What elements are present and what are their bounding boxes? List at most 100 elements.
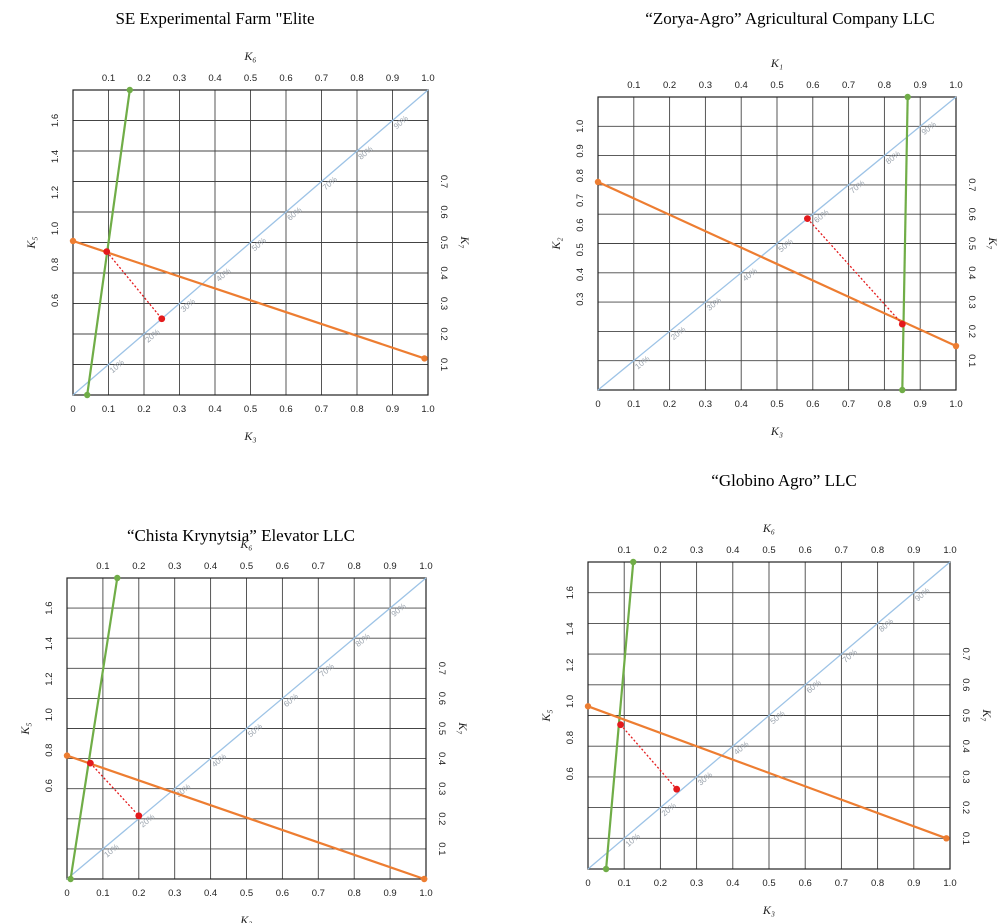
top-tick-label: 0.2 [663,80,676,91]
right-tick-label: 0.4 [436,752,447,765]
top-tick-label: 0.3 [690,545,703,556]
diagonal-percent-label: 20% [660,801,678,818]
orange-series-line [66,754,425,881]
right-tick-label: 0.6 [436,692,447,705]
green-series-endpoint [899,386,906,394]
top-tick-label: 0.6 [806,80,819,91]
x-axis-top-label: K₁ [770,56,783,70]
chart-title: SE Experimental Farm "Elite [115,9,314,28]
bottom-tick-label: 0.1 [102,404,115,415]
diagonal-percent-label: 20% [669,325,687,342]
green-series-endpoint [630,558,637,566]
diagonal-percent-label: 70% [318,662,336,679]
orange-series-endpoint [63,752,71,759]
bottom-tick-label: 0 [595,399,600,410]
right-tick-label: 0.4 [960,740,971,753]
top-tick-label: 0.9 [907,545,920,556]
diagonal-percent-label: 10% [102,842,120,859]
bottom-tick-label: 0.6 [276,888,289,899]
red-point [158,315,166,323]
right-tick-label: 0.2 [436,812,447,825]
diagonal-percent-label: 40% [732,740,750,757]
diagonal-percent-label: 80% [877,617,895,634]
diagonal-percent-label: 50% [768,709,786,726]
top-tick-label: 0.1 [618,545,631,556]
top-tick-label: 0.1 [102,73,115,84]
left-tick-label: 1.0 [50,222,61,235]
diagonal-percent-label: 50% [250,236,268,253]
red-point [103,248,111,256]
bottom-tick-label: 0.7 [315,404,328,415]
top-tick-label: 1.0 [419,561,432,572]
diagonal-percent-label: 30% [179,297,197,314]
bottom-tick-label: 0.8 [878,399,891,410]
diagonal-percent-label: 60% [285,205,303,222]
diagonal-percent-label: 80% [884,149,902,166]
bottom-tick-label: 0.6 [806,399,819,410]
left-tick-label: 0.6 [575,218,586,231]
bottom-tick-label: 0.7 [312,888,325,899]
left-tick-label: 1.2 [44,672,55,685]
bottom-tick-label: 1.0 [419,888,432,899]
left-tick-label: 0.8 [575,169,586,182]
right-tick-label: 0.5 [438,236,449,249]
diagonal-percent-label: 60% [282,692,300,709]
green-series-endpoint [84,391,91,399]
bottom-tick-label: 0.1 [618,878,631,889]
right-tick-label: 0.7 [436,662,447,675]
bottom-tick-label: 0.8 [348,888,361,899]
green-series-endpoint [904,93,911,101]
red-point [673,785,681,793]
diagonal-percent-label: 60% [805,678,823,695]
left-tick-label: 1.4 [565,622,576,635]
orange-series-endpoint [69,237,77,245]
top-tick-label: 0.9 [383,561,396,572]
right-tick-label: 0.5 [966,237,977,250]
diagonal-reference-line [587,561,951,870]
right-tick-label: 0.7 [960,647,971,660]
top-tick-label: 0.6 [276,561,289,572]
y-axis-right-label: K₇ [456,721,470,734]
right-tick-label: 0.5 [436,722,447,735]
top-tick-label: 0.2 [132,561,145,572]
top-tick-label: 1.0 [943,545,956,556]
right-tick-label: 0.2 [966,325,977,338]
right-tick-label: 0.6 [438,205,449,218]
top-tick-label: 0.4 [735,80,748,91]
right-tick-label: 0.3 [960,770,971,783]
left-tick-label: 0.6 [565,767,576,780]
right-tick-label: 0.7 [438,175,449,188]
top-tick-label: 0.5 [762,545,775,556]
y-axis-right-label: K₇ [980,708,994,721]
bottom-tick-label: 0.3 [690,878,703,889]
diagonal-percent-label: 10% [108,358,126,375]
green-series-endpoint [67,875,74,883]
bottom-tick-label: 0.4 [208,404,221,415]
bottom-tick-label: 0.9 [386,404,399,415]
orange-series-line [72,239,425,360]
bottom-tick-label: 0 [64,888,69,899]
diagonal-percent-label: 40% [210,752,228,769]
green-series-endpoint [114,574,121,582]
bottom-tick-label: 0.9 [914,399,927,410]
orange-series-endpoint [943,835,950,842]
diagonal-percent-label: 90% [390,601,408,618]
top-tick-label: 0.2 [137,73,150,84]
plot-frame [587,561,951,870]
green-series-line [86,89,131,396]
diagonal-percent-label: 30% [705,296,723,313]
bottom-tick-label: 0.8 [871,878,884,889]
top-tick-label: 0.7 [312,561,325,572]
top-tick-label: 0.9 [914,80,927,91]
y-axis-right-label: K₇ [986,236,998,249]
left-tick-label: 0.4 [575,268,586,281]
orange-series-endpoint [421,355,428,362]
diagonal-percent-label: 90% [913,586,931,603]
bottom-tick-label: 0.9 [907,878,920,889]
bottom-tick-label: 1.0 [943,878,956,889]
diagonal-percent-label: 80% [356,144,374,161]
right-tick-label: 0.6 [960,678,971,691]
orange-series-endpoint [421,875,428,883]
chart-panel-3: “Chista Krynytsia” Elevator LLC10%20%30%… [18,526,470,923]
plot-frame [597,96,957,391]
